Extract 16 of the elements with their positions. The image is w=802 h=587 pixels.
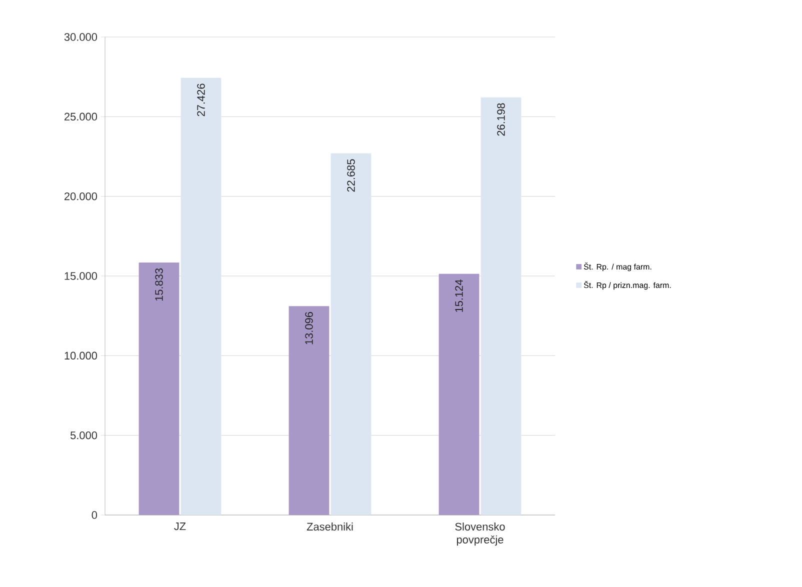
data-label: 26.198 — [497, 103, 505, 136]
y-tick-label: 0 — [92, 511, 98, 519]
y-tick-label: 30.000 — [64, 33, 98, 41]
x-tick-label: JZ — [174, 522, 186, 530]
x-tick-label: Slovensko povprečje — [455, 522, 505, 546]
data-label: 15.833 — [155, 268, 163, 301]
data-label: 13.096 — [305, 312, 313, 344]
y-tick-label: 10.000 — [64, 352, 98, 360]
y-tick-label: 25.000 — [64, 112, 98, 121]
data-label: 15.124 — [455, 280, 463, 312]
y-tick-label: 15.000 — [64, 272, 98, 280]
data-label: 22.685 — [347, 159, 355, 192]
data-label: 27.426 — [197, 84, 205, 116]
y-tick-label: 5.000 — [70, 431, 98, 440]
x-tick-label: Zasebniki — [306, 522, 353, 531]
y-tick-label: 20.000 — [64, 192, 98, 200]
